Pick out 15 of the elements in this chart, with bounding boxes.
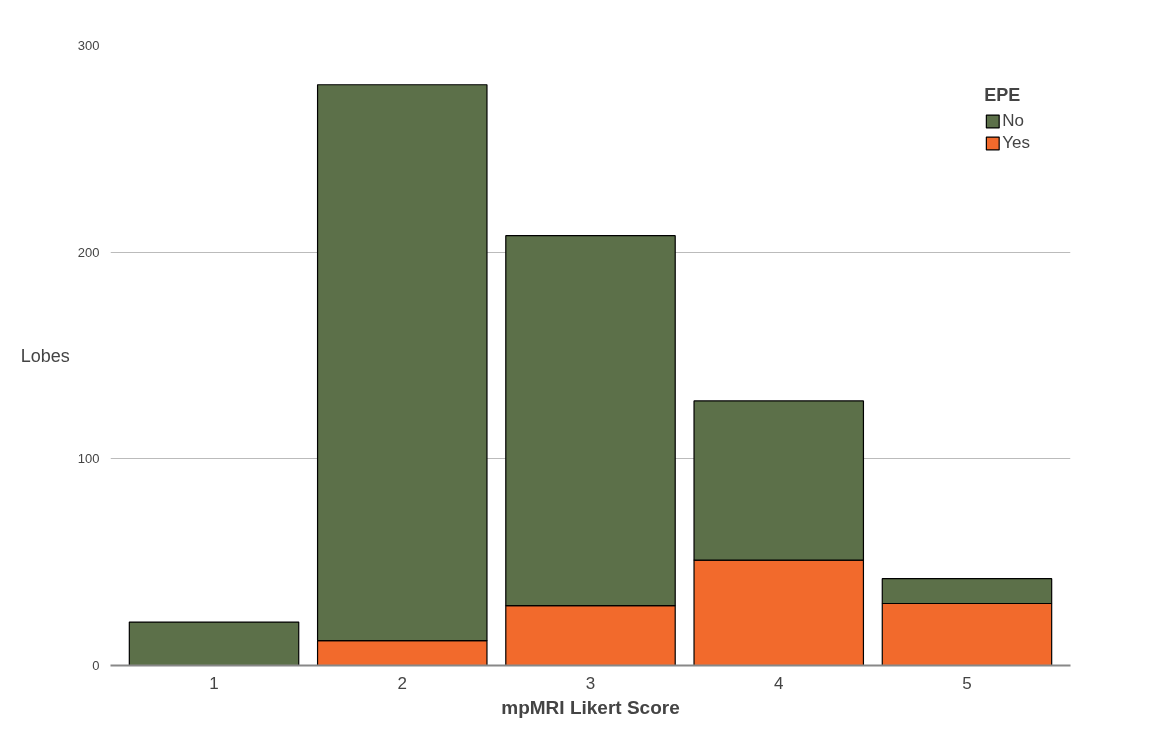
legend-label: No	[1002, 111, 1024, 131]
y-tick-label: 200	[77, 244, 100, 260]
x-tick-label: 5	[962, 673, 972, 693]
y-axis-title: Lobes	[20, 345, 70, 366]
x-tick-label: 2	[397, 673, 408, 693]
bar	[128, 621, 300, 666]
legend-title: EPE	[984, 85, 1022, 106]
y-tick-label: 0	[92, 658, 100, 673]
y-tick-label: 100	[77, 451, 100, 467]
y-tick-label: 300	[77, 38, 100, 53]
x-axis-title: mpMRI Likert Score	[501, 696, 680, 718]
legend-label: Yes	[1002, 133, 1030, 153]
x-tick-label: 3	[585, 673, 596, 693]
x-tick-label: 4	[774, 673, 784, 693]
x-tick-label: 1	[209, 673, 219, 693]
